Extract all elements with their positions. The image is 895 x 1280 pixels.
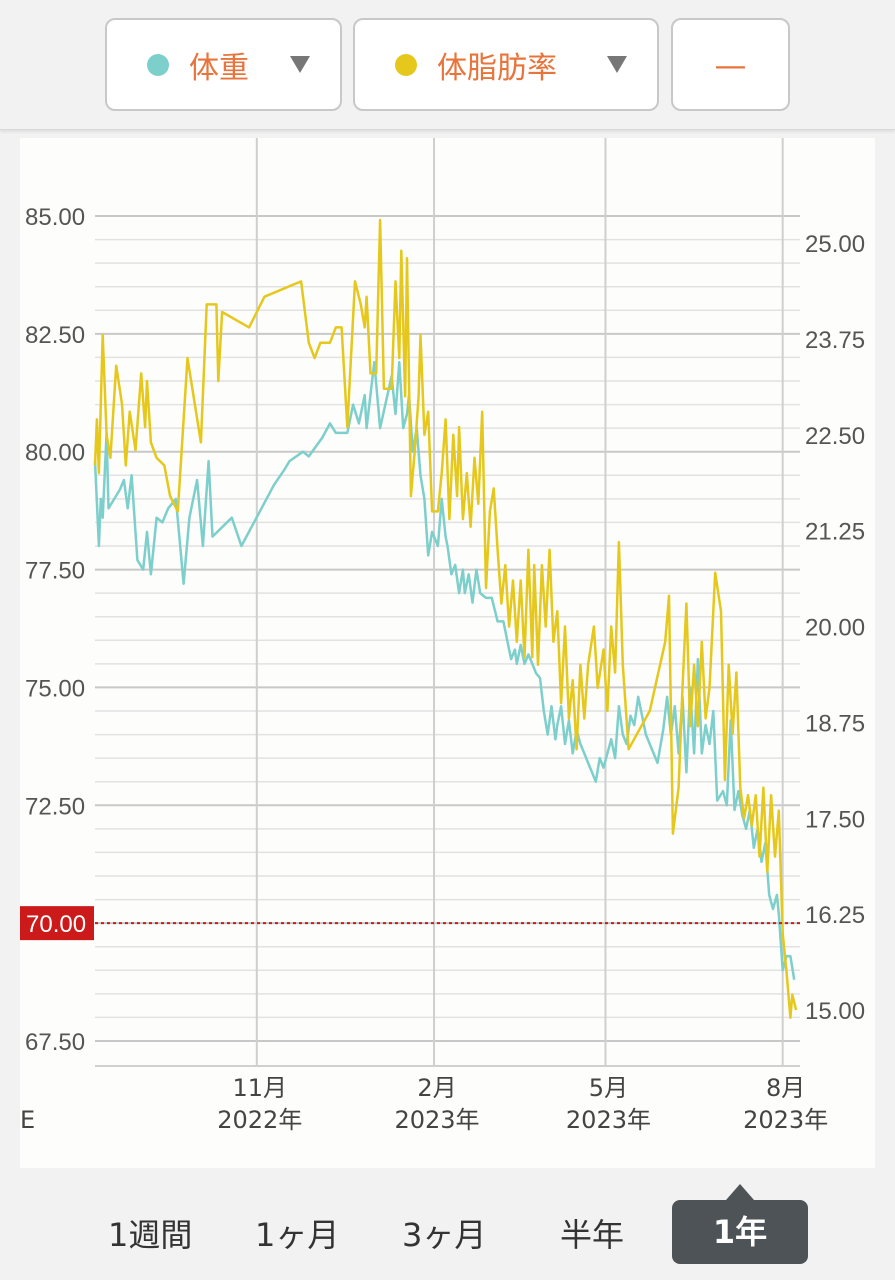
right-tick-label: 20.00	[805, 615, 865, 642]
left-tick-label: 80.00	[25, 440, 85, 467]
range-tabs: 1週間 1ヶ月 3ヶ月 半年 1年	[0, 1182, 895, 1280]
tab-3-months[interactable]: 3ヶ月	[402, 1216, 487, 1254]
right-tick-label: 18.75	[805, 710, 865, 737]
tab-1-year[interactable]: 1年	[672, 1184, 808, 1264]
series2-select-label: 体脂肪率	[437, 50, 557, 86]
x-tick-year-label: 2023年	[566, 1106, 651, 1134]
x-tick-month-label: 2月	[417, 1074, 456, 1102]
x-tick-month-label: 11月	[233, 1074, 288, 1102]
series3-select[interactable]: —	[671, 18, 790, 111]
right-tick-label: 16.25	[805, 902, 865, 929]
series2-dot-icon	[395, 53, 417, 76]
dropdown-caret-icon	[607, 56, 627, 73]
dropdown-caret-icon	[290, 56, 310, 73]
x-tick-year-label: 2023年	[743, 1106, 828, 1134]
x-tick-month-label: 8月	[766, 1074, 805, 1102]
left-tick-label: 85.00	[25, 204, 85, 231]
series1-dot-icon	[147, 53, 169, 76]
chart-card: 67.50 72.50 75.00 77.50 80.00 82.50 85.00 15.00…	[20, 138, 875, 1168]
x-tick-month-label: 5月	[589, 1074, 628, 1102]
right-tick-label: 15.00	[805, 998, 865, 1025]
target-label: 70.00	[26, 911, 86, 938]
series3-select-label: —	[714, 45, 747, 84]
right-tick-label: 25.00	[805, 231, 865, 258]
tab-1-month[interactable]: 1ヶ月	[255, 1216, 340, 1254]
right-tick-label: 17.50	[805, 806, 865, 833]
x-edge-label: E	[20, 1106, 35, 1134]
x-tick-year-label: 2023年	[394, 1106, 479, 1134]
x-tick-year-label: 2022年	[217, 1106, 302, 1134]
target-badge	[20, 906, 94, 941]
series1-select-label: 体重	[189, 50, 249, 86]
series-selector-bar: 体重 体脂肪率 —	[0, 0, 895, 130]
series2-select[interactable]: 体脂肪率	[353, 18, 659, 111]
tab-half-year[interactable]: 半年	[560, 1216, 625, 1254]
left-tick-label: 67.50	[25, 1029, 85, 1056]
right-tick-label: 22.50	[805, 423, 865, 450]
tab-1-week[interactable]: 1週間	[108, 1216, 193, 1254]
bodyfat-series-line	[93, 218, 798, 1019]
weight-series-line	[93, 360, 796, 980]
series1-select[interactable]: 体重	[105, 18, 342, 111]
left-tick-label: 82.50	[25, 322, 85, 349]
left-tick-label: 75.00	[25, 675, 85, 702]
right-tick-label: 23.75	[805, 327, 865, 354]
left-tick-label: 72.50	[25, 793, 85, 820]
right-tick-label: 21.25	[805, 519, 865, 546]
left-tick-label: 77.50	[25, 558, 85, 585]
weight-bodyfat-chart[interactable]: 67.50 72.50 75.00 77.50 80.00 82.50 85.00 15.00…	[20, 138, 875, 1168]
